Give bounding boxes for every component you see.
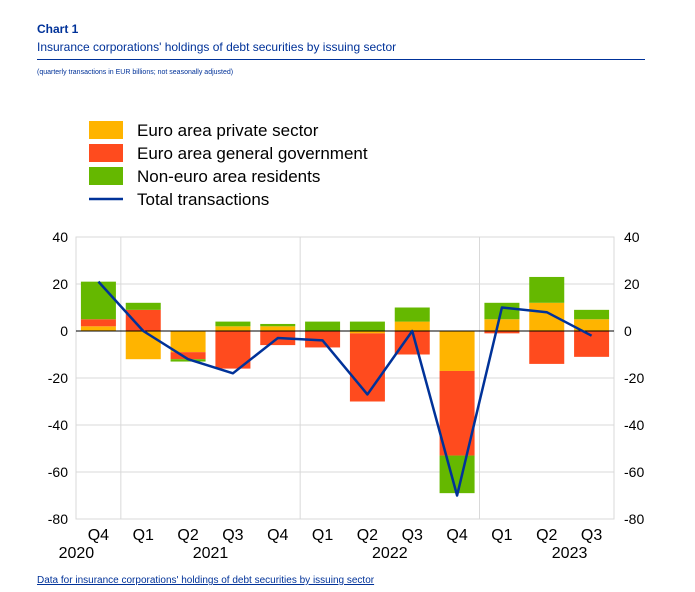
x-tick-label: Q1 [491, 527, 512, 544]
bar-segment [394, 307, 430, 322]
data-source-link[interactable]: Data for insurance corporations' holding… [37, 575, 375, 586]
bar-segment [439, 331, 475, 371]
bar-segment [439, 455, 475, 494]
chart-subtitle: (quarterly transactions in EUR billions;… [37, 69, 234, 76]
bar-segment [170, 352, 206, 360]
y-tick-label-right: -20 [624, 370, 644, 386]
bar-segment [394, 321, 430, 331]
x-tick-label: Q2 [177, 527, 198, 544]
y-tick-label-left: -20 [48, 370, 68, 386]
legend-swatch [89, 167, 123, 185]
bar-segment [215, 326, 251, 331]
bar-segment [305, 321, 341, 331]
title-rule [37, 59, 645, 60]
year-label: 2021 [193, 545, 229, 562]
legend-swatch [89, 144, 123, 162]
bar-segment [484, 319, 520, 331]
chart-title: Insurance corporations' holdings of debt… [37, 40, 397, 54]
x-tick-label: Q3 [581, 527, 602, 544]
x-tick-label: Q3 [402, 527, 423, 544]
x-tick-label: Q2 [536, 527, 557, 544]
bar-segment [125, 302, 161, 310]
y-tick-label-left: -40 [48, 417, 68, 433]
legend-label: Non-euro area residents [137, 167, 320, 186]
x-tick-label: Q2 [357, 527, 378, 544]
legend-label: Euro area general government [137, 144, 368, 163]
bar-segment [125, 331, 161, 360]
bar-segment [574, 319, 610, 331]
y-tick-label-left: -80 [48, 511, 68, 527]
bar-segment [125, 309, 161, 331]
x-tick-label: Q4 [88, 527, 109, 544]
y-tick-label-right: -60 [624, 464, 644, 480]
x-tick-label: Q1 [312, 527, 333, 544]
y-tick-label-left: -60 [48, 464, 68, 480]
bar-segment [170, 331, 206, 353]
bar-segment [529, 302, 565, 331]
y-tick-label-left: 40 [52, 229, 68, 245]
y-tick-label-right: -80 [624, 511, 644, 527]
x-tick-label: Q1 [133, 527, 154, 544]
year-label: 2022 [372, 545, 408, 562]
x-tick-label: Q4 [446, 527, 467, 544]
y-tick-label-right: 20 [624, 276, 640, 292]
bar-segment [80, 319, 116, 327]
bar-segment [529, 331, 565, 364]
x-tick-label: Q4 [267, 527, 288, 544]
bar-segment [349, 331, 385, 334]
y-tick-label-left: 0 [60, 323, 68, 339]
year-label: 2023 [552, 545, 588, 562]
bar-segment [529, 276, 565, 303]
y-tick-label-right: 40 [624, 229, 640, 245]
bar-segment [215, 331, 251, 369]
y-tick-label-right: -40 [624, 417, 644, 433]
bar-segment [260, 323, 296, 327]
year-label: 2020 [59, 545, 95, 562]
x-tick-label: Q3 [222, 527, 243, 544]
legend-label: Euro area private sector [137, 121, 319, 140]
bar-segment [260, 326, 296, 331]
bar-segment [80, 326, 116, 331]
bar-segment [349, 321, 385, 331]
bar-segment [349, 333, 385, 402]
total-transactions-line [97, 280, 593, 497]
legend-label: Total transactions [137, 190, 269, 209]
y-tick-label-left: 20 [52, 276, 68, 292]
bar-segment [484, 331, 520, 334]
chart-label: Chart 1 [37, 22, 79, 36]
bar-segment [574, 309, 610, 320]
bar-segment [394, 331, 430, 355]
bar-segment [80, 281, 116, 320]
legend-swatch [89, 121, 123, 139]
y-tick-label-right: 0 [624, 323, 632, 339]
bar-segment [215, 321, 251, 327]
